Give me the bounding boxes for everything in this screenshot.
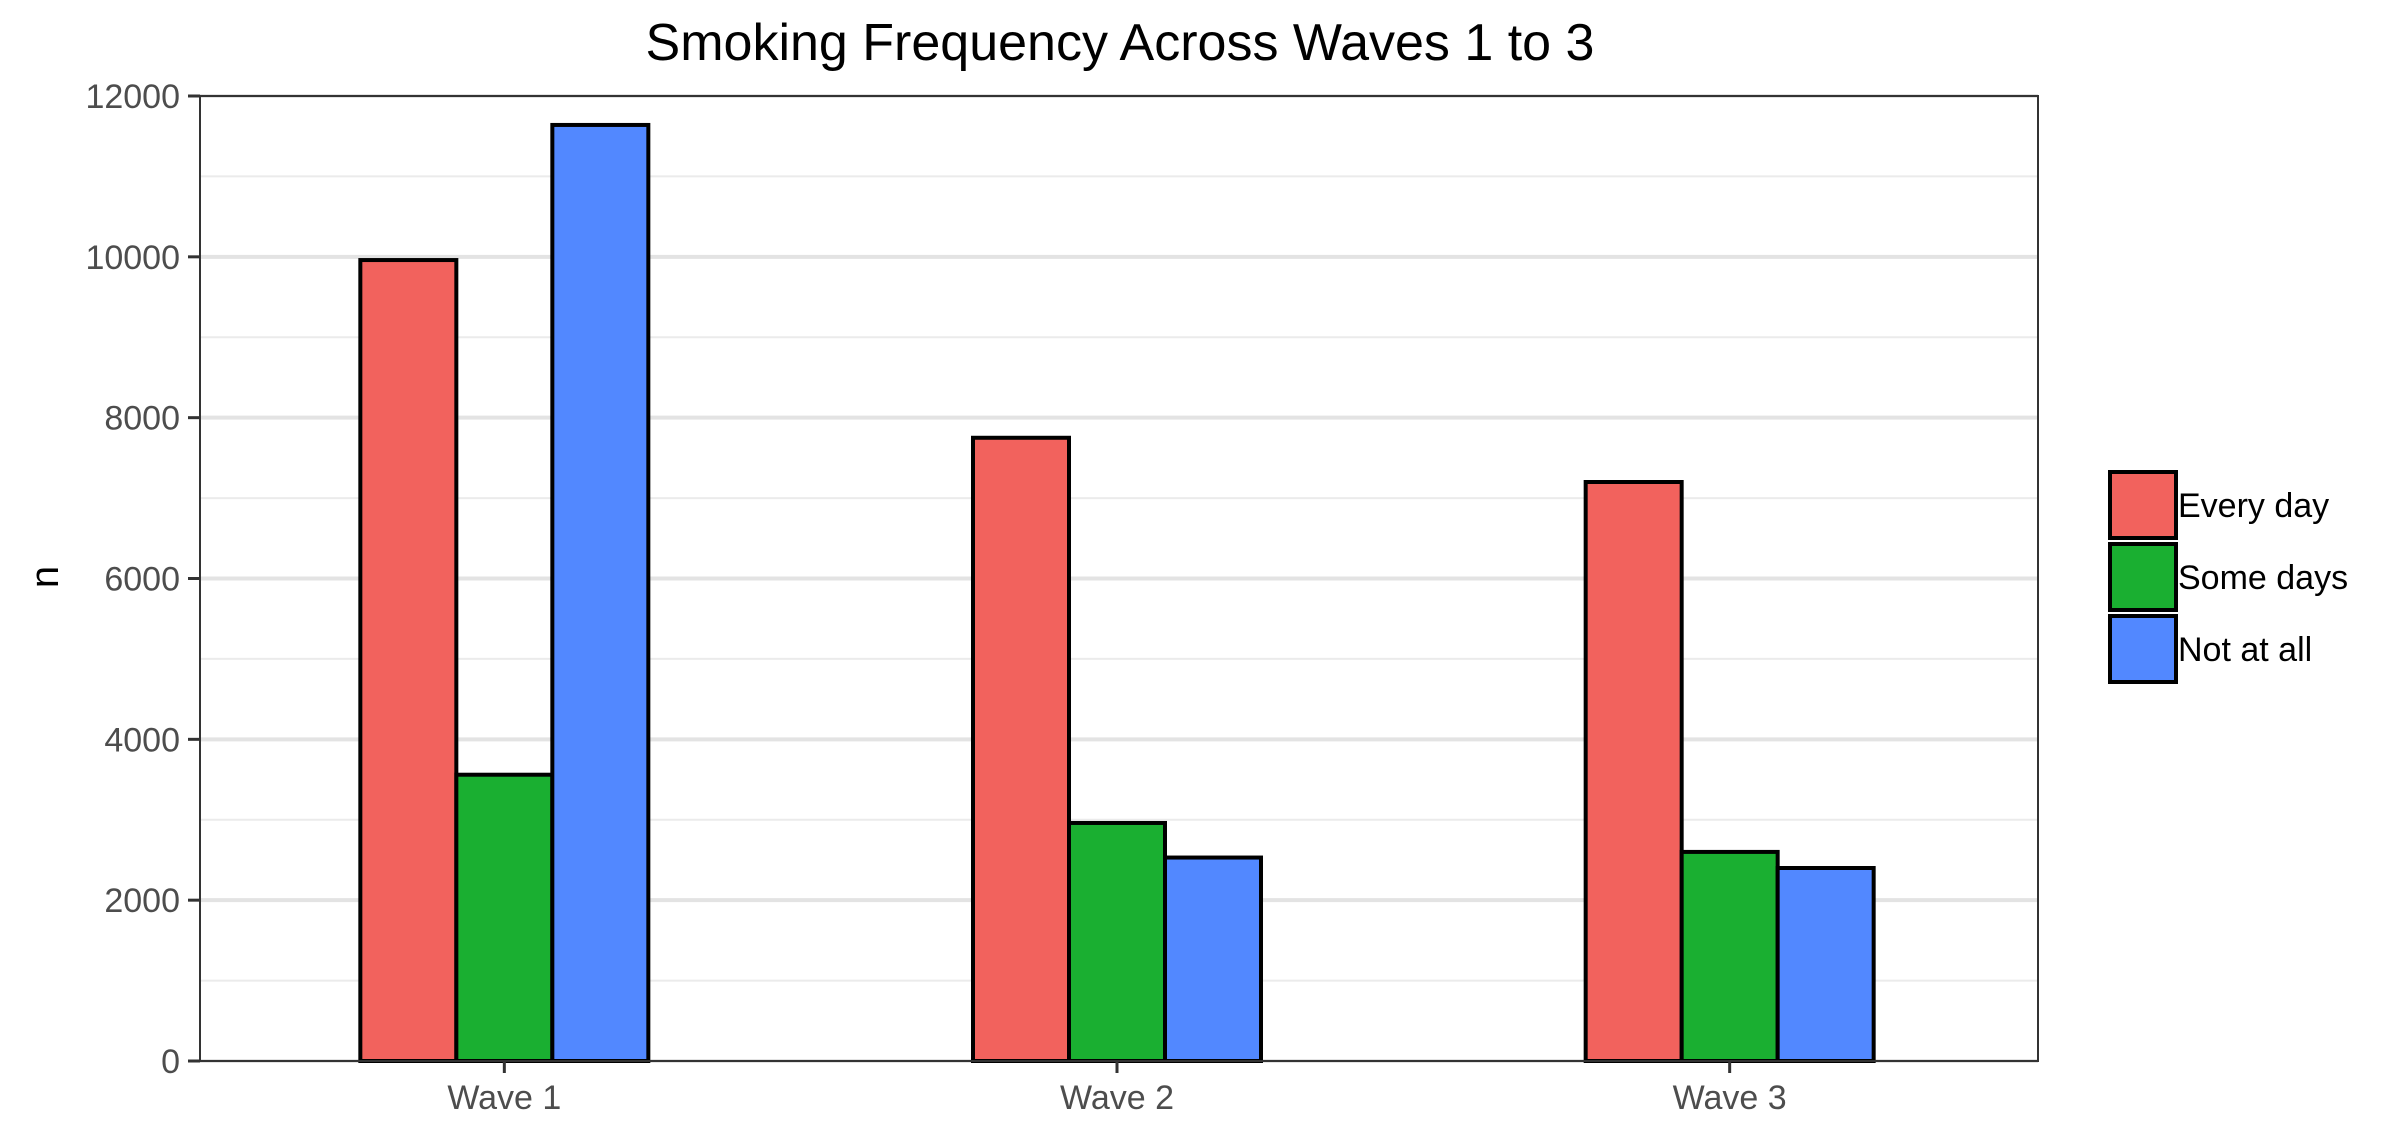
bar-some-days-wave-3 [1679, 849, 1780, 1064]
chart-title: Smoking Frequency Across Waves 1 to 3 [646, 14, 1595, 72]
y-axis-label: n [23, 566, 67, 588]
x-tick-label: Wave 3 [1673, 1079, 1787, 1117]
y-axis: 0 2000 4000 6000 8000 10000 12000 [85, 78, 200, 1081]
bars [358, 122, 1876, 1064]
bar-every-day-wave-1 [358, 258, 459, 1063]
y-tick-label: 0 [161, 1043, 180, 1081]
y-tick-label: 4000 [104, 721, 180, 759]
legend-key-some-days [2108, 542, 2178, 612]
y-tick-label: 10000 [85, 239, 180, 277]
y-tick-label: 12000 [85, 78, 180, 116]
bar-some-days-wave-2 [1067, 820, 1167, 1064]
legend: Every day Some days Not at all [2108, 470, 2348, 684]
bar-every-day-wave-3 [1583, 480, 1684, 1063]
legend-key-every-day [2108, 470, 2178, 540]
y-tick-label: 2000 [104, 882, 180, 920]
legend-label: Some days [2178, 559, 2348, 597]
y-tick-label: 8000 [104, 400, 180, 438]
legend-label: Not at all [2178, 631, 2312, 669]
x-axis: Wave 1 Wave 2 Wave 3 [447, 1061, 1787, 1117]
bar-not-at-all-wave-1 [550, 122, 651, 1063]
legend-key-not-at-all [2108, 614, 2178, 684]
y-tick-label: 6000 [104, 561, 180, 599]
bar-not-at-all-wave-2 [1163, 855, 1263, 1063]
x-tick-label: Wave 1 [447, 1079, 561, 1117]
legend-label: Every day [2178, 487, 2329, 525]
bar-every-day-wave-2 [971, 435, 1071, 1064]
bar-some-days-wave-1 [454, 772, 555, 1063]
bar-not-at-all-wave-3 [1775, 866, 1876, 1063]
x-tick-label: Wave 2 [1060, 1079, 1174, 1117]
